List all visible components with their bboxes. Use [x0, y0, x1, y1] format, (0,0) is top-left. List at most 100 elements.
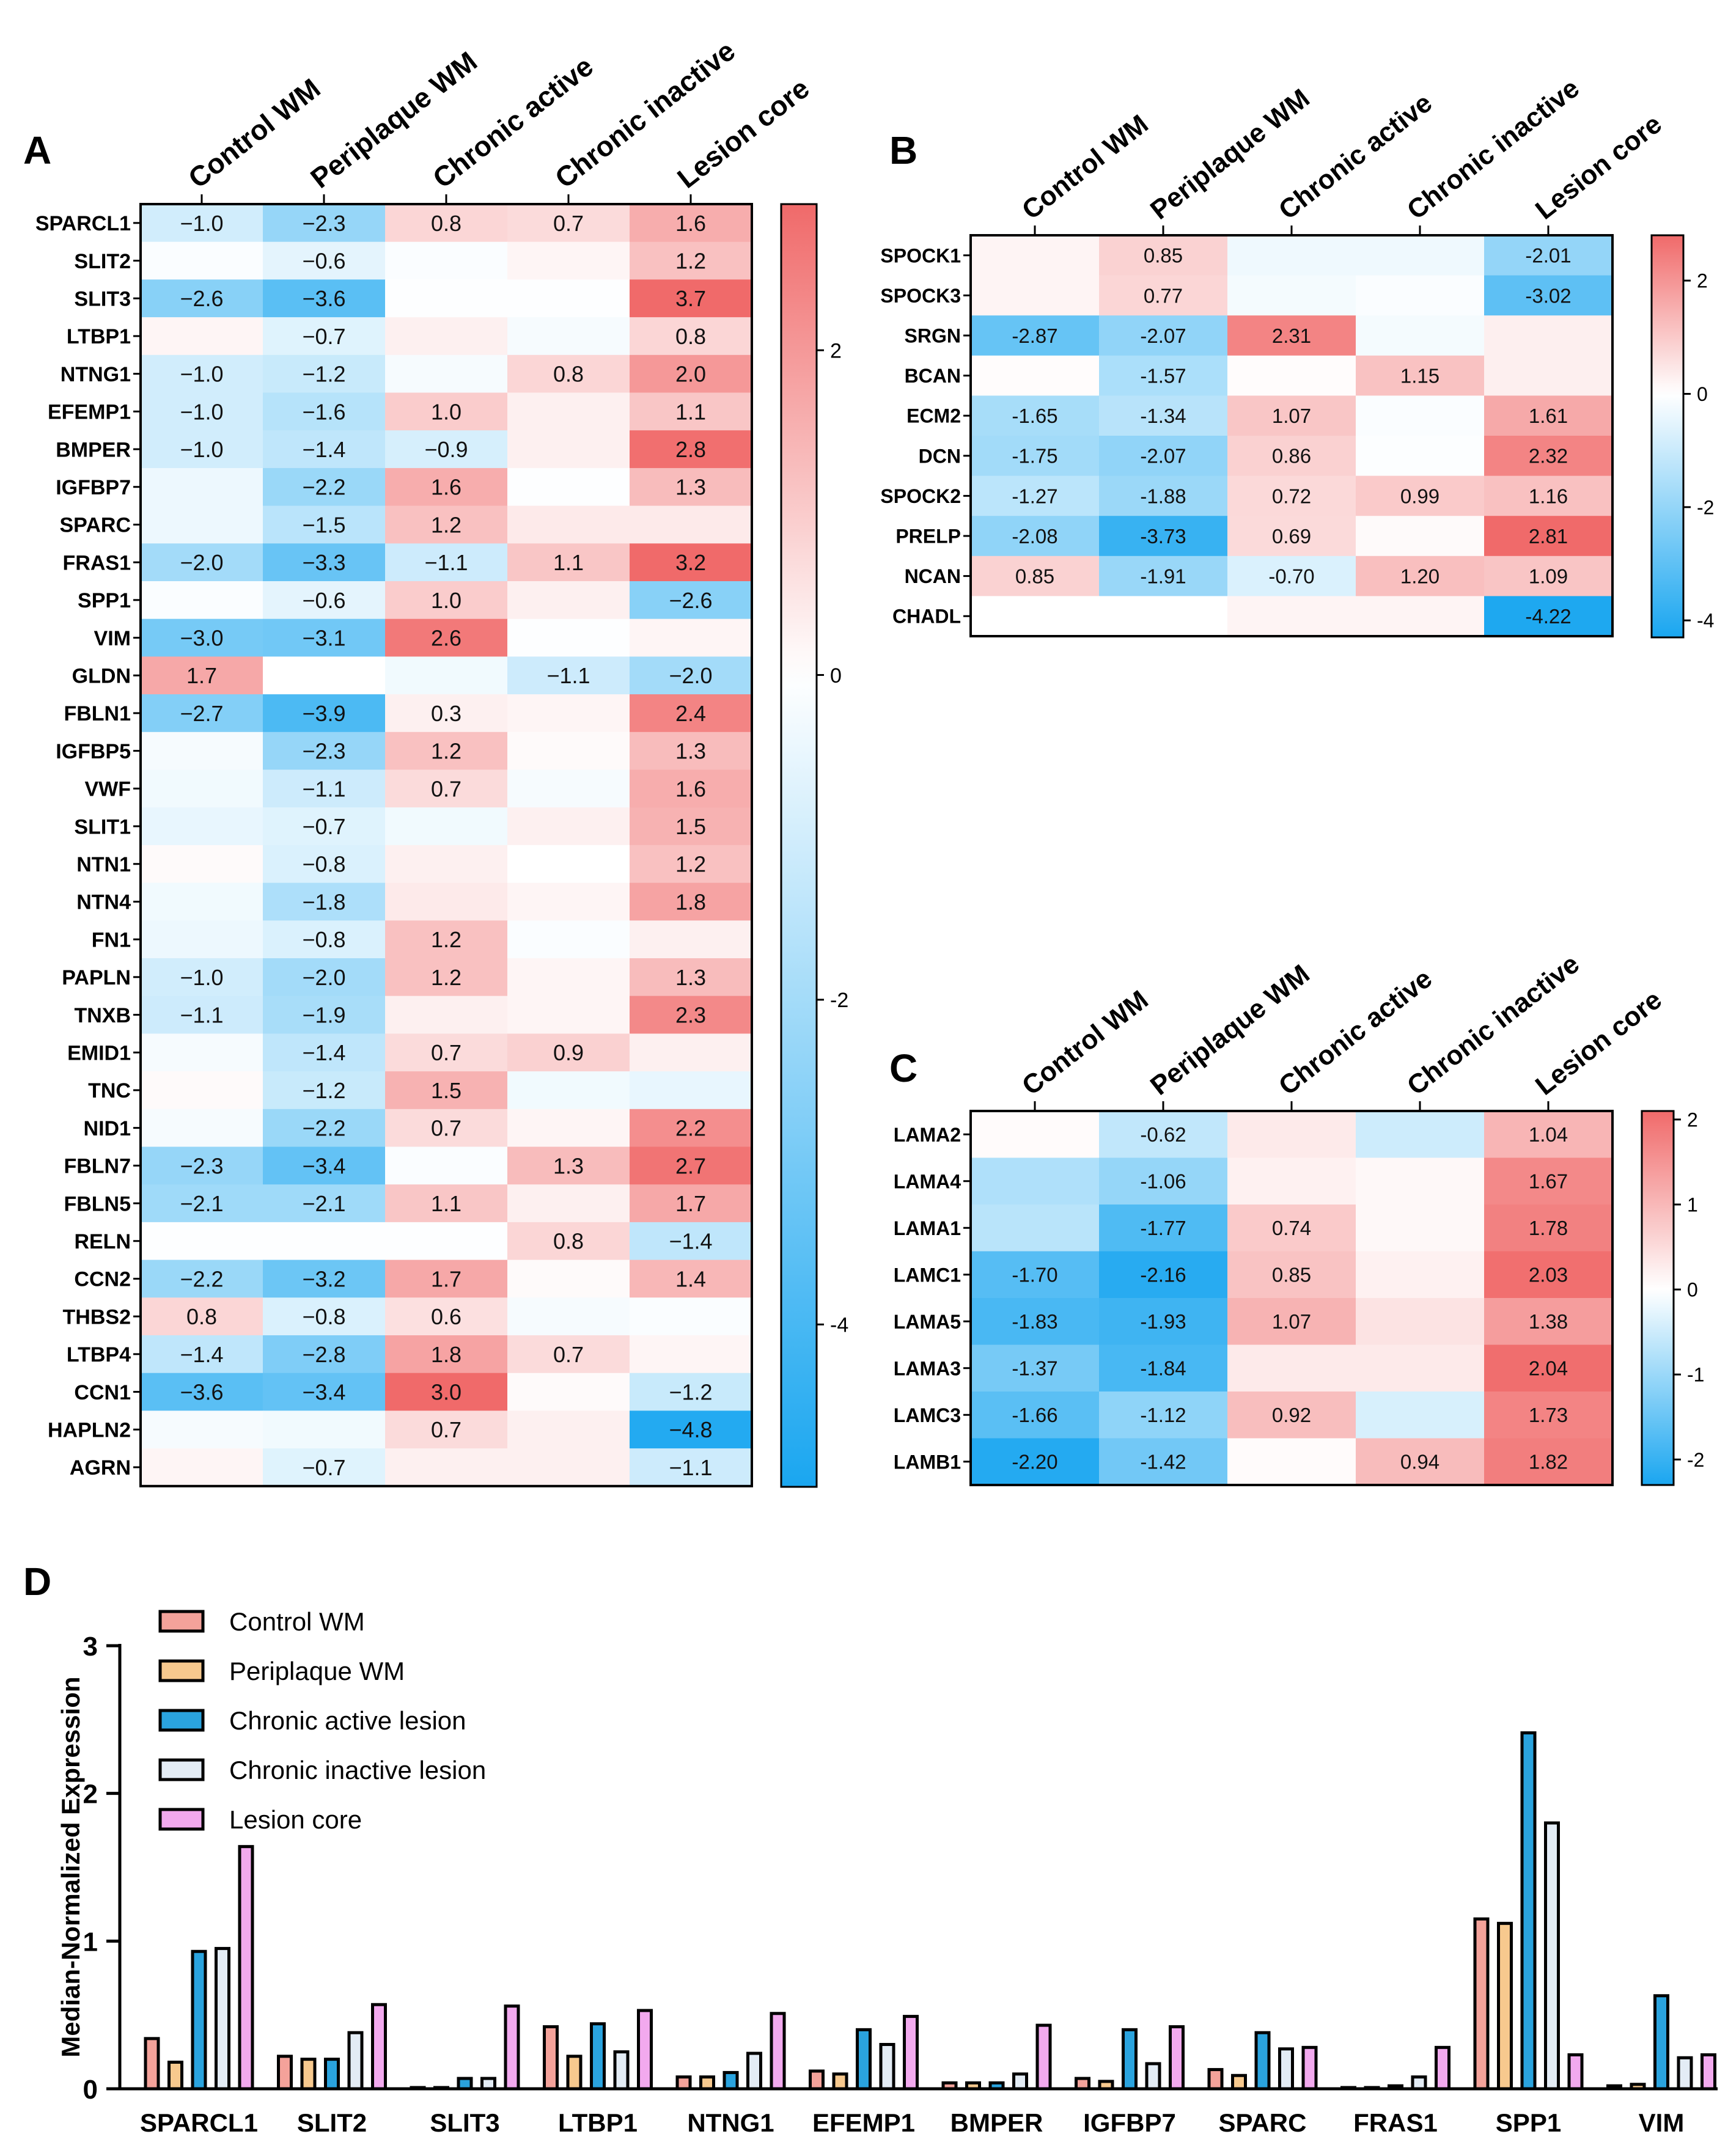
bar-slit2-lesion-core [371, 2003, 387, 2091]
x-tick-label-slit3: SLIT3 [430, 2108, 499, 2137]
heatmap-cell [630, 581, 752, 620]
cell-value: 2.2 [675, 1116, 706, 1141]
gene-label-fn1: FN1 [92, 928, 131, 952]
cell-value: 1.2 [675, 852, 706, 877]
cell-value: -2.08 [1012, 525, 1057, 548]
bar-ntng1-control-wm [675, 2075, 692, 2091]
heatmap-cell [630, 656, 752, 695]
x-tick-label-slit2: SLIT2 [297, 2108, 367, 2137]
cell-value: −2.3 [180, 1153, 223, 1178]
cell-value: 1.4 [675, 1266, 706, 1291]
heatmap-cell [263, 1109, 386, 1148]
cell-value: 0.86 [1272, 445, 1311, 468]
y-tick-label: 3 [83, 1632, 98, 1662]
heatmap-cell [630, 543, 752, 582]
bar-efemp1-periplaque-wm [832, 2072, 848, 2091]
cell-value: -1.75 [1012, 445, 1057, 468]
bar-vim-chronic-inactive-lesion [1677, 2056, 1693, 2091]
heatmap-cell [507, 241, 630, 280]
cell-value: −1.4 [180, 1342, 223, 1367]
cell-value: 0.7 [431, 1116, 461, 1141]
heatmap-cell [263, 882, 386, 921]
heatmap-cell [385, 279, 508, 318]
gene-label-vim: VIM [94, 627, 131, 650]
cell-value: -2.07 [1140, 445, 1186, 468]
heatmap-cell [1099, 275, 1228, 316]
heatmap-cell [971, 355, 1100, 396]
cell-value: 1.6 [431, 475, 461, 500]
cell-value: −0.8 [302, 852, 345, 877]
heatmap-cell [971, 516, 1100, 557]
cell-value: 1.78 [1529, 1217, 1568, 1239]
cell-value: −2.3 [302, 211, 345, 236]
heatmap-cell [1099, 1251, 1228, 1299]
x-tick-label-efemp1: EFEMP1 [812, 2108, 915, 2137]
cell-value: -1.06 [1140, 1170, 1186, 1193]
cell-value: −1.1 [302, 776, 345, 801]
cell-value: 1.7 [675, 1191, 706, 1216]
cell-value: 0.7 [553, 1342, 584, 1367]
cell-value: −1.1 [546, 663, 590, 688]
heatmap-cell [1099, 1438, 1228, 1486]
y-axis-title: Median-Normalized Expression [56, 1676, 85, 2057]
heatmap-cell [263, 807, 386, 846]
cell-value: 1.73 [1529, 1404, 1568, 1426]
heatmap-cell [630, 807, 752, 846]
heatmap-cell [385, 392, 508, 431]
colorbar-tick-label: 0 [1687, 1279, 1698, 1301]
cell-value: 1.2 [675, 249, 706, 274]
gene-label-srgn: SRGN [905, 325, 961, 347]
heatmap-cell [263, 1071, 386, 1110]
heatmap-cell [1099, 436, 1228, 477]
heatmap-cell [630, 732, 752, 771]
heatmap-cell [141, 882, 263, 921]
heatmap-cell [971, 1251, 1100, 1299]
cell-value: 1.2 [431, 965, 461, 990]
column-label-lesion-core: Lesion core [1530, 109, 1667, 226]
heatmap-cell [1227, 516, 1356, 557]
heatmap-cell [385, 1410, 508, 1449]
cell-value: −0.9 [424, 437, 468, 462]
heatmap-cell [1484, 556, 1613, 596]
heatmap-cell [1356, 436, 1485, 477]
heatmap-cell [1227, 1438, 1356, 1486]
cell-value: −0.6 [302, 249, 345, 274]
cell-value: 1.3 [675, 739, 706, 764]
colorbar-tick-label: 0 [1697, 383, 1708, 405]
x-tick-label-sparcl1: SPARCL1 [140, 2108, 258, 2137]
gene-label-sparcl1: SPARCL1 [35, 212, 131, 235]
heatmap-cell [385, 1184, 508, 1223]
bar-sparc-control-wm [1207, 2068, 1224, 2091]
cell-value: −0.7 [302, 1455, 345, 1480]
colorbar [1641, 1110, 1675, 1486]
heatmap-cell [1484, 516, 1613, 557]
heatmap-cell [630, 996, 752, 1034]
bar-igfbp7-control-wm [1075, 2077, 1090, 2091]
heatmap-cell [1227, 1298, 1356, 1346]
heatmap-cell [507, 1071, 630, 1110]
gene-label-slit2: SLIT2 [74, 250, 131, 273]
heatmap-cell [971, 395, 1100, 436]
cell-value: -1.84 [1140, 1357, 1186, 1380]
colorbar-tick-label: -1 [1687, 1364, 1704, 1386]
heatmap-cell [507, 392, 630, 431]
heatmap-cell [1099, 395, 1228, 436]
heatmap-cell [263, 354, 386, 394]
heatmap-cell [971, 275, 1100, 316]
cell-value: −1.0 [180, 211, 223, 236]
cell-value: 0.77 [1144, 284, 1183, 307]
heatmap-cell [385, 769, 508, 808]
column-label-control-wm: Control WM [182, 72, 326, 194]
heatmap-cell [263, 279, 386, 318]
heatmap-cell [507, 354, 630, 394]
heatmap-cell [630, 769, 752, 808]
bar-slit3-chronic-active-lesion [457, 2077, 473, 2091]
gene-label-lama2: LAMA2 [894, 1124, 961, 1146]
bar-ntng1-chronic-active-lesion [722, 2070, 739, 2091]
cell-value: 0.7 [431, 1417, 461, 1442]
heatmap-cell [141, 1071, 263, 1110]
bar-efemp1-lesion-core [903, 2015, 919, 2091]
cell-value: −3.1 [302, 626, 345, 651]
cell-value: -3.73 [1140, 525, 1186, 548]
cell-value: 1.5 [675, 814, 706, 839]
